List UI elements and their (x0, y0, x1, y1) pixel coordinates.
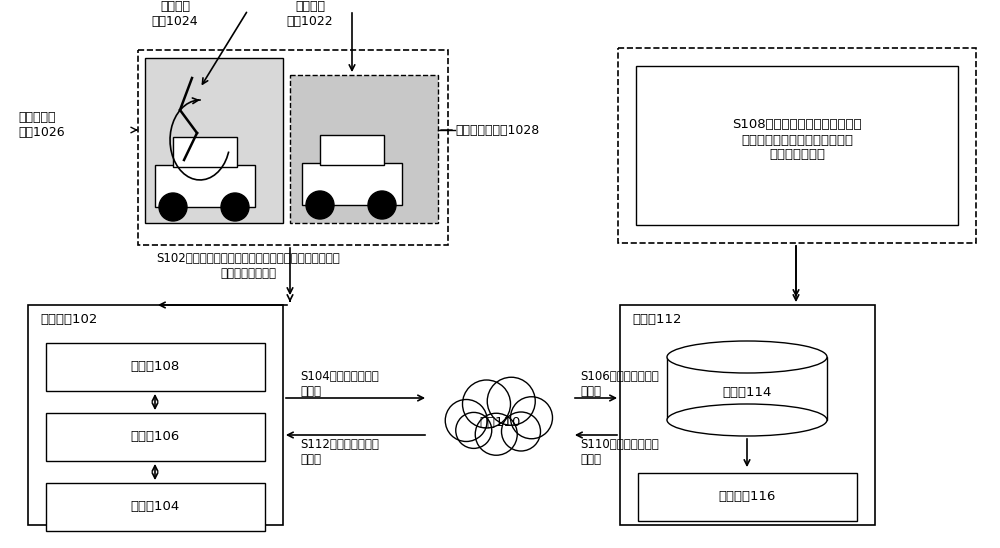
Bar (290, 75, 438, 223)
Circle shape (306, 191, 334, 219)
Text: 目标攻击
操作1024: 目标攻击 操作1024 (152, 0, 198, 28)
Text: 处理器106: 处理器106 (130, 431, 180, 443)
Text: 第一被攻击
动画1026: 第一被攻击 动画1026 (18, 111, 65, 139)
Bar (138, 50, 448, 245)
Bar (28, 305, 283, 525)
Bar (302, 163, 402, 205)
Bar (173, 137, 237, 167)
Circle shape (445, 399, 487, 442)
Text: S110，发送第二被攻
击动画: S110，发送第二被攻 击动画 (580, 438, 659, 466)
Bar (620, 305, 875, 525)
Text: 服务器112: 服务器112 (632, 313, 682, 326)
Ellipse shape (444, 387, 556, 442)
Text: 用户设备102: 用户设备102 (40, 313, 97, 326)
Text: 显示器108: 显示器108 (130, 361, 180, 374)
Bar (636, 66, 958, 225)
Text: 存储器104: 存储器104 (130, 500, 180, 513)
Text: S108，在第一当前生命值与第二
当前生命值不同的情况下，生成
第二被攻击动画: S108，在第一当前生命值与第二 当前生命值不同的情况下，生成 第二被攻击动画 (732, 118, 862, 162)
Bar (155, 165, 255, 207)
Bar (667, 357, 827, 420)
Circle shape (368, 191, 396, 219)
Text: 虚拟交通
道具1022: 虚拟交通 道具1022 (287, 0, 333, 28)
Text: S112，发送第二被攻
击动画: S112，发送第二被攻 击动画 (300, 438, 379, 466)
Circle shape (462, 380, 511, 428)
Text: 处理引擎116: 处理引擎116 (718, 490, 776, 504)
Bar (145, 58, 283, 223)
Text: S106，发送第一当前
生命值: S106，发送第一当前 生命值 (580, 370, 659, 398)
Bar (618, 48, 976, 243)
Circle shape (502, 412, 540, 451)
Circle shape (475, 413, 517, 455)
Bar (46, 483, 265, 531)
Circle shape (159, 193, 187, 221)
Circle shape (456, 413, 492, 448)
Ellipse shape (667, 341, 827, 373)
Bar (638, 473, 857, 521)
Text: S104，发送第一当前
生命值: S104，发送第一当前 生命值 (300, 370, 379, 398)
Bar (46, 343, 265, 391)
Bar (320, 135, 384, 165)
Circle shape (511, 397, 552, 439)
Text: 数据库114: 数据库114 (722, 386, 772, 399)
Text: S102，获取目标攻击操作，以及第一当前生命值，并播
放第一被攻击动画: S102，获取目标攻击操作，以及第一当前生命值，并播 放第一被攻击动画 (156, 252, 340, 280)
Ellipse shape (667, 404, 827, 436)
Text: 网络110: 网络110 (479, 416, 521, 430)
Bar (46, 413, 265, 461)
Text: 第二被攻击动画1028: 第二被攻击动画1028 (455, 123, 539, 136)
Circle shape (221, 193, 249, 221)
Circle shape (487, 377, 535, 425)
